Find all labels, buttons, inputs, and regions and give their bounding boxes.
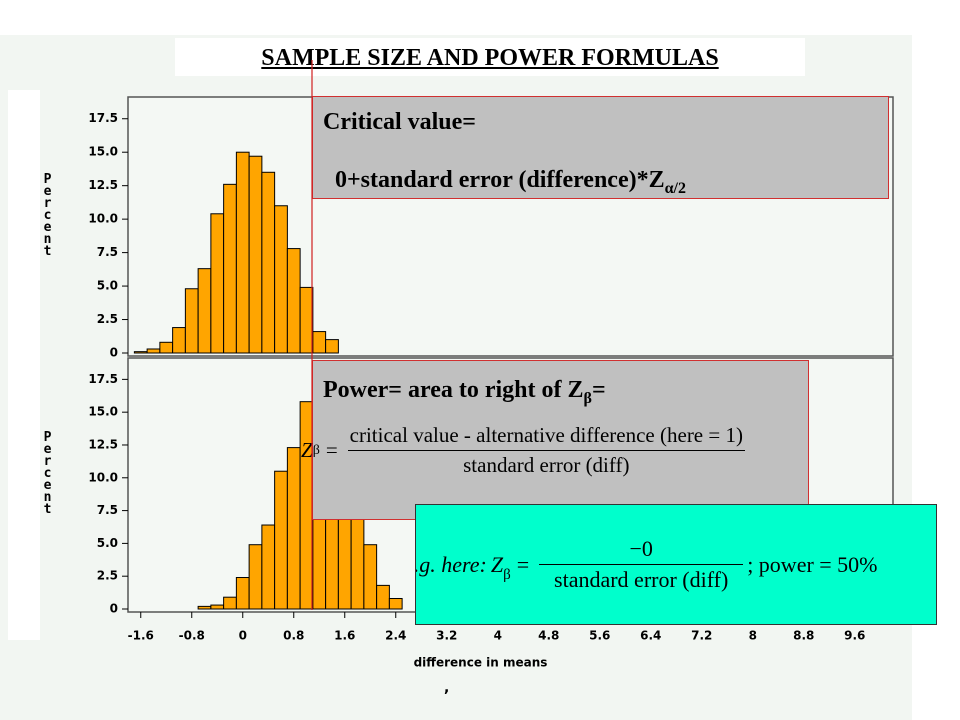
histogram-bar — [210, 604, 225, 610]
histogram-bar — [261, 171, 276, 354]
x-tick-label: 5.6 — [589, 629, 610, 643]
histogram-bar — [248, 155, 263, 354]
histogram-bar — [210, 213, 225, 354]
y-tick-label: 5.0 — [97, 536, 118, 550]
x-tick-label: 2.4 — [385, 629, 406, 643]
y-tick-label: 2.5 — [97, 569, 118, 583]
box-text: 0+standard error (difference)*Zα/2 — [335, 167, 686, 198]
histogram-bar — [299, 286, 314, 354]
histogram-bar — [159, 341, 174, 354]
formula-lhs: Z — [490, 551, 504, 577]
x-tick-label: -1.6 — [128, 629, 154, 643]
histogram-bar — [235, 151, 250, 354]
subscript: β — [503, 567, 511, 583]
histogram-bar — [363, 544, 378, 610]
fraction: critical value - alternative difference … — [347, 423, 745, 478]
x-axis-label: difference in means — [414, 656, 548, 670]
footnote: , — [444, 680, 450, 696]
y-tick-label: 0 — [110, 602, 118, 616]
histogram-bar — [388, 598, 403, 610]
histogram-bar — [274, 470, 288, 610]
y-tick-label: 7.5 — [97, 245, 118, 259]
histogram-bar — [223, 596, 237, 610]
histogram-bar — [197, 268, 212, 354]
histogram-bar — [376, 584, 390, 610]
subscript: β — [583, 389, 592, 407]
x-tick-label: 8 — [749, 629, 757, 643]
numerator: critical value - alternative difference … — [347, 423, 745, 451]
y-axis-label: Percent — [40, 172, 55, 256]
histogram-bar — [235, 577, 250, 610]
histogram-bar — [197, 605, 212, 610]
histogram-bar — [146, 348, 161, 354]
y-tick-label: 12.5 — [88, 437, 118, 451]
denominator: standard error (diff) — [463, 453, 630, 477]
x-tick-label: 9.6 — [844, 629, 865, 643]
x-tick-label: 3.2 — [436, 629, 457, 643]
x-tick-label: 6.4 — [640, 629, 661, 643]
histogram-bar — [172, 327, 186, 354]
histogram-bar — [133, 351, 148, 354]
fraction: −0 standard error (diff) — [539, 536, 744, 593]
left-strip — [8, 90, 40, 640]
histogram-bar — [261, 524, 276, 610]
y-tick-label: 17.5 — [88, 372, 118, 386]
y-tick-label: 15.0 — [88, 405, 118, 419]
slide-title: SAMPLE SIZE AND POWER FORMULAS — [175, 38, 805, 76]
box-text: Critical value= — [323, 109, 476, 135]
y-tick-label: 12.5 — [88, 178, 118, 192]
x-tick-label: 8.8 — [793, 629, 814, 643]
histogram-bar — [274, 205, 288, 354]
x-tick-label: 7.2 — [691, 629, 712, 643]
y-tick-label: 17.5 — [88, 111, 118, 125]
box-text: Power= area to right of Zβ= — [323, 377, 606, 408]
subscript: α/2 — [664, 179, 686, 197]
x-tick-label: 0 — [239, 629, 247, 643]
x-tick-label: 4 — [494, 629, 502, 643]
x-tick-label: -0.8 — [179, 629, 205, 643]
x-tick-label: 0.8 — [283, 629, 304, 643]
histogram-bar — [350, 508, 365, 610]
box-text: ; power = 50% — [747, 551, 878, 577]
formula-eq: = — [325, 438, 338, 462]
y-tick-label: 15.0 — [88, 145, 118, 159]
critical-value-box: Critical value= 0+standard error (differ… — [312, 96, 889, 199]
box-text: Power= area to right of Z — [323, 377, 584, 403]
y-axis-label: Percent — [40, 430, 55, 514]
y-tick-label: 0 — [110, 346, 118, 360]
y-tick-label: 10.0 — [88, 470, 118, 484]
histogram-bar — [184, 288, 199, 354]
box-text: 0+standard error (difference)*Z — [335, 167, 665, 193]
histogram-bar — [325, 339, 339, 354]
x-tick-label: 4.8 — [538, 629, 559, 643]
y-tick-label: 2.5 — [97, 312, 118, 326]
formula-eq: = — [516, 551, 530, 577]
y-tick-label: 7.5 — [97, 503, 118, 517]
histogram-bar — [286, 447, 301, 610]
x-tick-label: 1.6 — [334, 629, 355, 643]
formula-lhs: Z — [301, 438, 313, 462]
histogram-bar — [312, 331, 327, 354]
y-tick-label: 10.0 — [88, 212, 118, 226]
box-text: = — [591, 377, 606, 403]
histogram-bar — [223, 183, 237, 354]
denominator: standard error (diff) — [554, 567, 729, 592]
y-tick-label: 5.0 — [97, 279, 118, 293]
subscript: β — [312, 442, 320, 458]
histogram-bar — [286, 248, 301, 354]
histogram-bar — [248, 544, 263, 610]
box-text: e.g. here: — [416, 551, 487, 577]
numerator: −0 — [539, 536, 744, 565]
